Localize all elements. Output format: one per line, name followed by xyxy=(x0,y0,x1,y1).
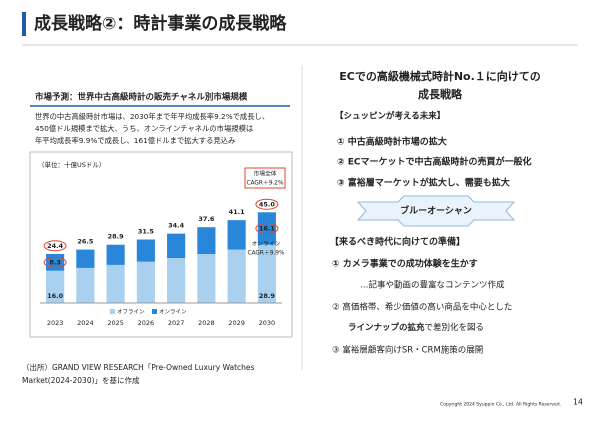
x-tick-label: 2025 xyxy=(107,319,124,327)
x-tick-label: 2023 xyxy=(47,319,64,327)
legend-label: オンライン xyxy=(159,309,187,316)
bar-segment xyxy=(46,270,65,303)
legend-swatch xyxy=(152,309,157,314)
x-tick-label: 2028 xyxy=(198,319,215,327)
total-label: 41.1 xyxy=(229,208,246,216)
prep-item: …記事や動画の豊富なコンテンツ作成 xyxy=(360,280,505,291)
bar-segment xyxy=(257,244,276,303)
bar-segment xyxy=(76,249,95,268)
annotation-text: CAGR＋9.9% xyxy=(248,250,285,257)
total-label: 24.4 xyxy=(47,242,64,250)
x-tick-label: 2027 xyxy=(168,319,185,327)
total-label: 31.5 xyxy=(138,227,155,235)
bar-segment xyxy=(197,227,216,255)
total-label: 26.5 xyxy=(77,238,94,246)
bar-segment xyxy=(106,244,125,265)
legend-swatch xyxy=(110,309,115,314)
bar-segment xyxy=(136,239,155,262)
bar-segment xyxy=(76,267,95,303)
prep-item: ③ 富裕層顧客向けSR・CRM施策の展開 xyxy=(332,345,483,356)
legend-label: オフライン xyxy=(117,309,145,316)
banner-ribbon xyxy=(356,195,516,227)
value-label: 28.9 xyxy=(259,292,276,300)
future-title: 【シュッピンが考える未来】 xyxy=(335,111,445,122)
annotation-text: 市場全体 xyxy=(253,170,276,178)
value-label: 16.0 xyxy=(47,292,64,300)
annotation-text: オンライン xyxy=(252,241,281,248)
total-label: 34.4 xyxy=(168,222,185,230)
right-heading: 成長戦略 xyxy=(418,87,463,101)
value-label: 8.3 xyxy=(49,258,61,266)
annotation-text: CAGR＋9.2% xyxy=(247,180,284,187)
prep-bold: ラインナップの拡充 xyxy=(348,322,425,333)
future-item: ① 中古高級時計市場の拡大 xyxy=(337,136,447,148)
prep-item: ラインナップの拡充で差別化を図る xyxy=(348,322,484,333)
copyright: Copyright 2024 Syuppin Co., Ltd. All Rig… xyxy=(440,402,561,408)
banner-text: ブルーオーシャン xyxy=(400,205,472,217)
future-item: ③ 富裕層マーケットが拡大し、需要も拡大 xyxy=(337,177,510,189)
value-label: 16.1 xyxy=(259,225,276,233)
body-line: 世界の中古高級時計市場は、2030年まで年平均成長率9.2%で成長し、 xyxy=(35,112,269,121)
x-tick-label: 2030 xyxy=(259,319,276,327)
bar-segment xyxy=(167,233,186,259)
bar-segment xyxy=(197,254,216,303)
bar-segment xyxy=(136,261,155,303)
future-item: ② ECマーケットで中古高級時計の売買が一般化 xyxy=(337,156,532,168)
right-heading: ECでの高級機械式時計No.１に向けての xyxy=(339,69,541,83)
annotation-box xyxy=(244,167,286,189)
source-line: （出所）GRAND VIEW RESEARCH「Pre-Owned Luxury… xyxy=(22,362,255,372)
bar-segment xyxy=(257,212,276,245)
unit-label: （単位：十億USドル） xyxy=(38,160,105,169)
total-label: 28.9 xyxy=(108,233,125,241)
highlight-ring xyxy=(43,256,67,268)
total-label: 37.6 xyxy=(198,215,215,223)
slide-title: 成長戦略②：時計事業の成長戦略 xyxy=(34,13,287,34)
chart: 2023 16.0 8.3 24.4 2024 26.5 2025 28.9 2026 31.5 2… xyxy=(40,167,286,327)
bar-segment xyxy=(227,249,246,303)
body-line: 450億ドル規模まで拡大、うち、オンラインチャネルの市場規模は xyxy=(35,124,253,133)
total-label: 45.0 xyxy=(259,200,276,208)
highlight-ring xyxy=(255,223,279,235)
bar-segment xyxy=(167,258,186,303)
prep-item: ① カメラ事業での成功体験を生かす xyxy=(332,258,478,270)
bar-segment xyxy=(106,264,125,303)
source-line: Market(2024-2030)」を基に作成 xyxy=(22,375,140,385)
prep-rest: で差別化を図る xyxy=(425,322,485,333)
bar-segment xyxy=(227,220,246,250)
left-heading: 市場予測：世界中古高級時計の販売チャネル別市場規模 xyxy=(35,92,248,103)
body-line: 年平均成長率9.9%で成長し、161億ドルまで拡大する見込み xyxy=(35,136,235,145)
x-tick-label: 2024 xyxy=(77,319,94,327)
prep-item: ② 高価格帯、希少価値の高い商品を中心とした xyxy=(332,302,512,313)
highlight-ring xyxy=(255,198,279,210)
x-tick-label: 2026 xyxy=(138,319,155,327)
highlight-ring xyxy=(43,240,67,252)
x-tick-label: 2029 xyxy=(228,319,245,327)
page-number: 14 xyxy=(573,398,583,407)
title-accent xyxy=(22,12,26,36)
chart-box xyxy=(29,151,293,338)
prep-title: 【来るべき時代に向けての準備】 xyxy=(330,236,465,248)
